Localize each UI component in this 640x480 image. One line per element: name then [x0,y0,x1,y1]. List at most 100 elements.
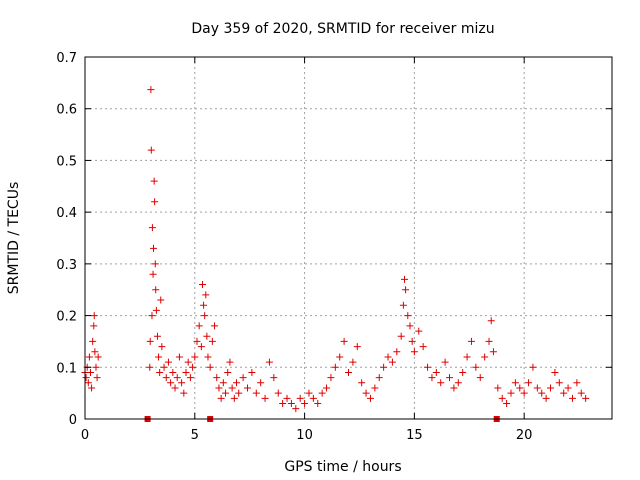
data-point [309,394,317,402]
x-tick-label: 20 [516,428,533,443]
data-point [274,389,282,397]
data-point [201,312,209,320]
data-point [82,374,90,382]
y-tick-label: 0.1 [56,361,77,376]
data-point [340,337,348,345]
data-point [167,379,175,387]
data-point [206,363,214,371]
data-point [217,394,225,402]
x-tick-label: 10 [296,428,313,443]
x-axis-title: GPS time / hours [284,459,401,475]
data-point [323,384,331,392]
data-point [243,384,251,392]
data-point [88,384,96,392]
data-point [169,368,177,376]
data-point [175,353,183,361]
data-point [410,348,418,356]
data-point [93,374,101,382]
data-point [261,394,269,402]
data-point [239,374,247,382]
data-point [529,363,537,371]
data-point [160,363,168,371]
data-point [224,368,232,376]
data-point [171,384,179,392]
data-point [158,343,166,351]
data-point [441,358,449,366]
data-point [283,394,291,402]
data-point [197,343,205,351]
data-point [204,353,212,361]
data-point [538,389,546,397]
plot-frame [84,56,613,420]
data-point [184,358,192,366]
data-point [459,368,467,376]
data-point [228,384,236,392]
data-point [437,379,445,387]
data-point [156,368,164,376]
data-point [173,374,181,382]
data-point [349,358,357,366]
data-point [424,363,432,371]
data-point [327,374,335,382]
data-point [146,363,154,371]
data-point [419,343,427,351]
data-point [400,275,408,283]
data-point [503,399,511,407]
data-point [551,368,559,376]
x-tick-label: 5 [191,428,199,443]
data-point [157,296,165,304]
data-point [305,389,313,397]
data-point [542,394,550,402]
data-point [94,353,102,361]
y-tick-label: 0.4 [56,206,77,221]
data-point [404,312,412,320]
data-point [86,368,94,376]
data-point [393,348,401,356]
data-point [516,384,524,392]
chart-title: Day 359 of 2020, SRMTID for receiver miz… [191,21,494,37]
data-point [406,322,414,330]
data-point [198,281,206,289]
data-point [92,363,100,371]
y-tick-label: 0 [69,413,77,428]
data-point [230,394,238,402]
data-point [296,394,304,402]
data-point [399,301,407,309]
data-point [148,224,156,232]
data-point [560,389,568,397]
data-point [467,337,475,345]
data-point [375,374,383,382]
data-point [287,399,295,407]
data-point [147,86,155,94]
data-point [150,244,158,252]
data-point [568,394,576,402]
data-point [211,322,219,330]
data-point [90,312,98,320]
data-point [178,379,186,387]
data-point [520,389,528,397]
data-point [318,389,326,397]
data-point [353,343,361,351]
data-point [203,332,211,340]
data-point [450,384,458,392]
data-point [362,389,370,397]
data-point [235,389,243,397]
data-point [248,368,256,376]
data-point [162,374,170,382]
data-point [146,337,154,345]
data-point [498,394,506,402]
y-tick-label: 0.3 [56,258,77,273]
y-tick-label: 0.5 [56,154,77,169]
data-point [446,374,454,382]
data-point [408,337,416,345]
data-point [415,327,423,335]
data-point [397,332,405,340]
data-point [485,337,493,345]
data-point [454,379,462,387]
x-tick-label: 0 [81,428,89,443]
data-point [148,312,156,320]
data-point [186,374,194,382]
data-point [270,374,278,382]
data-point [533,384,541,392]
